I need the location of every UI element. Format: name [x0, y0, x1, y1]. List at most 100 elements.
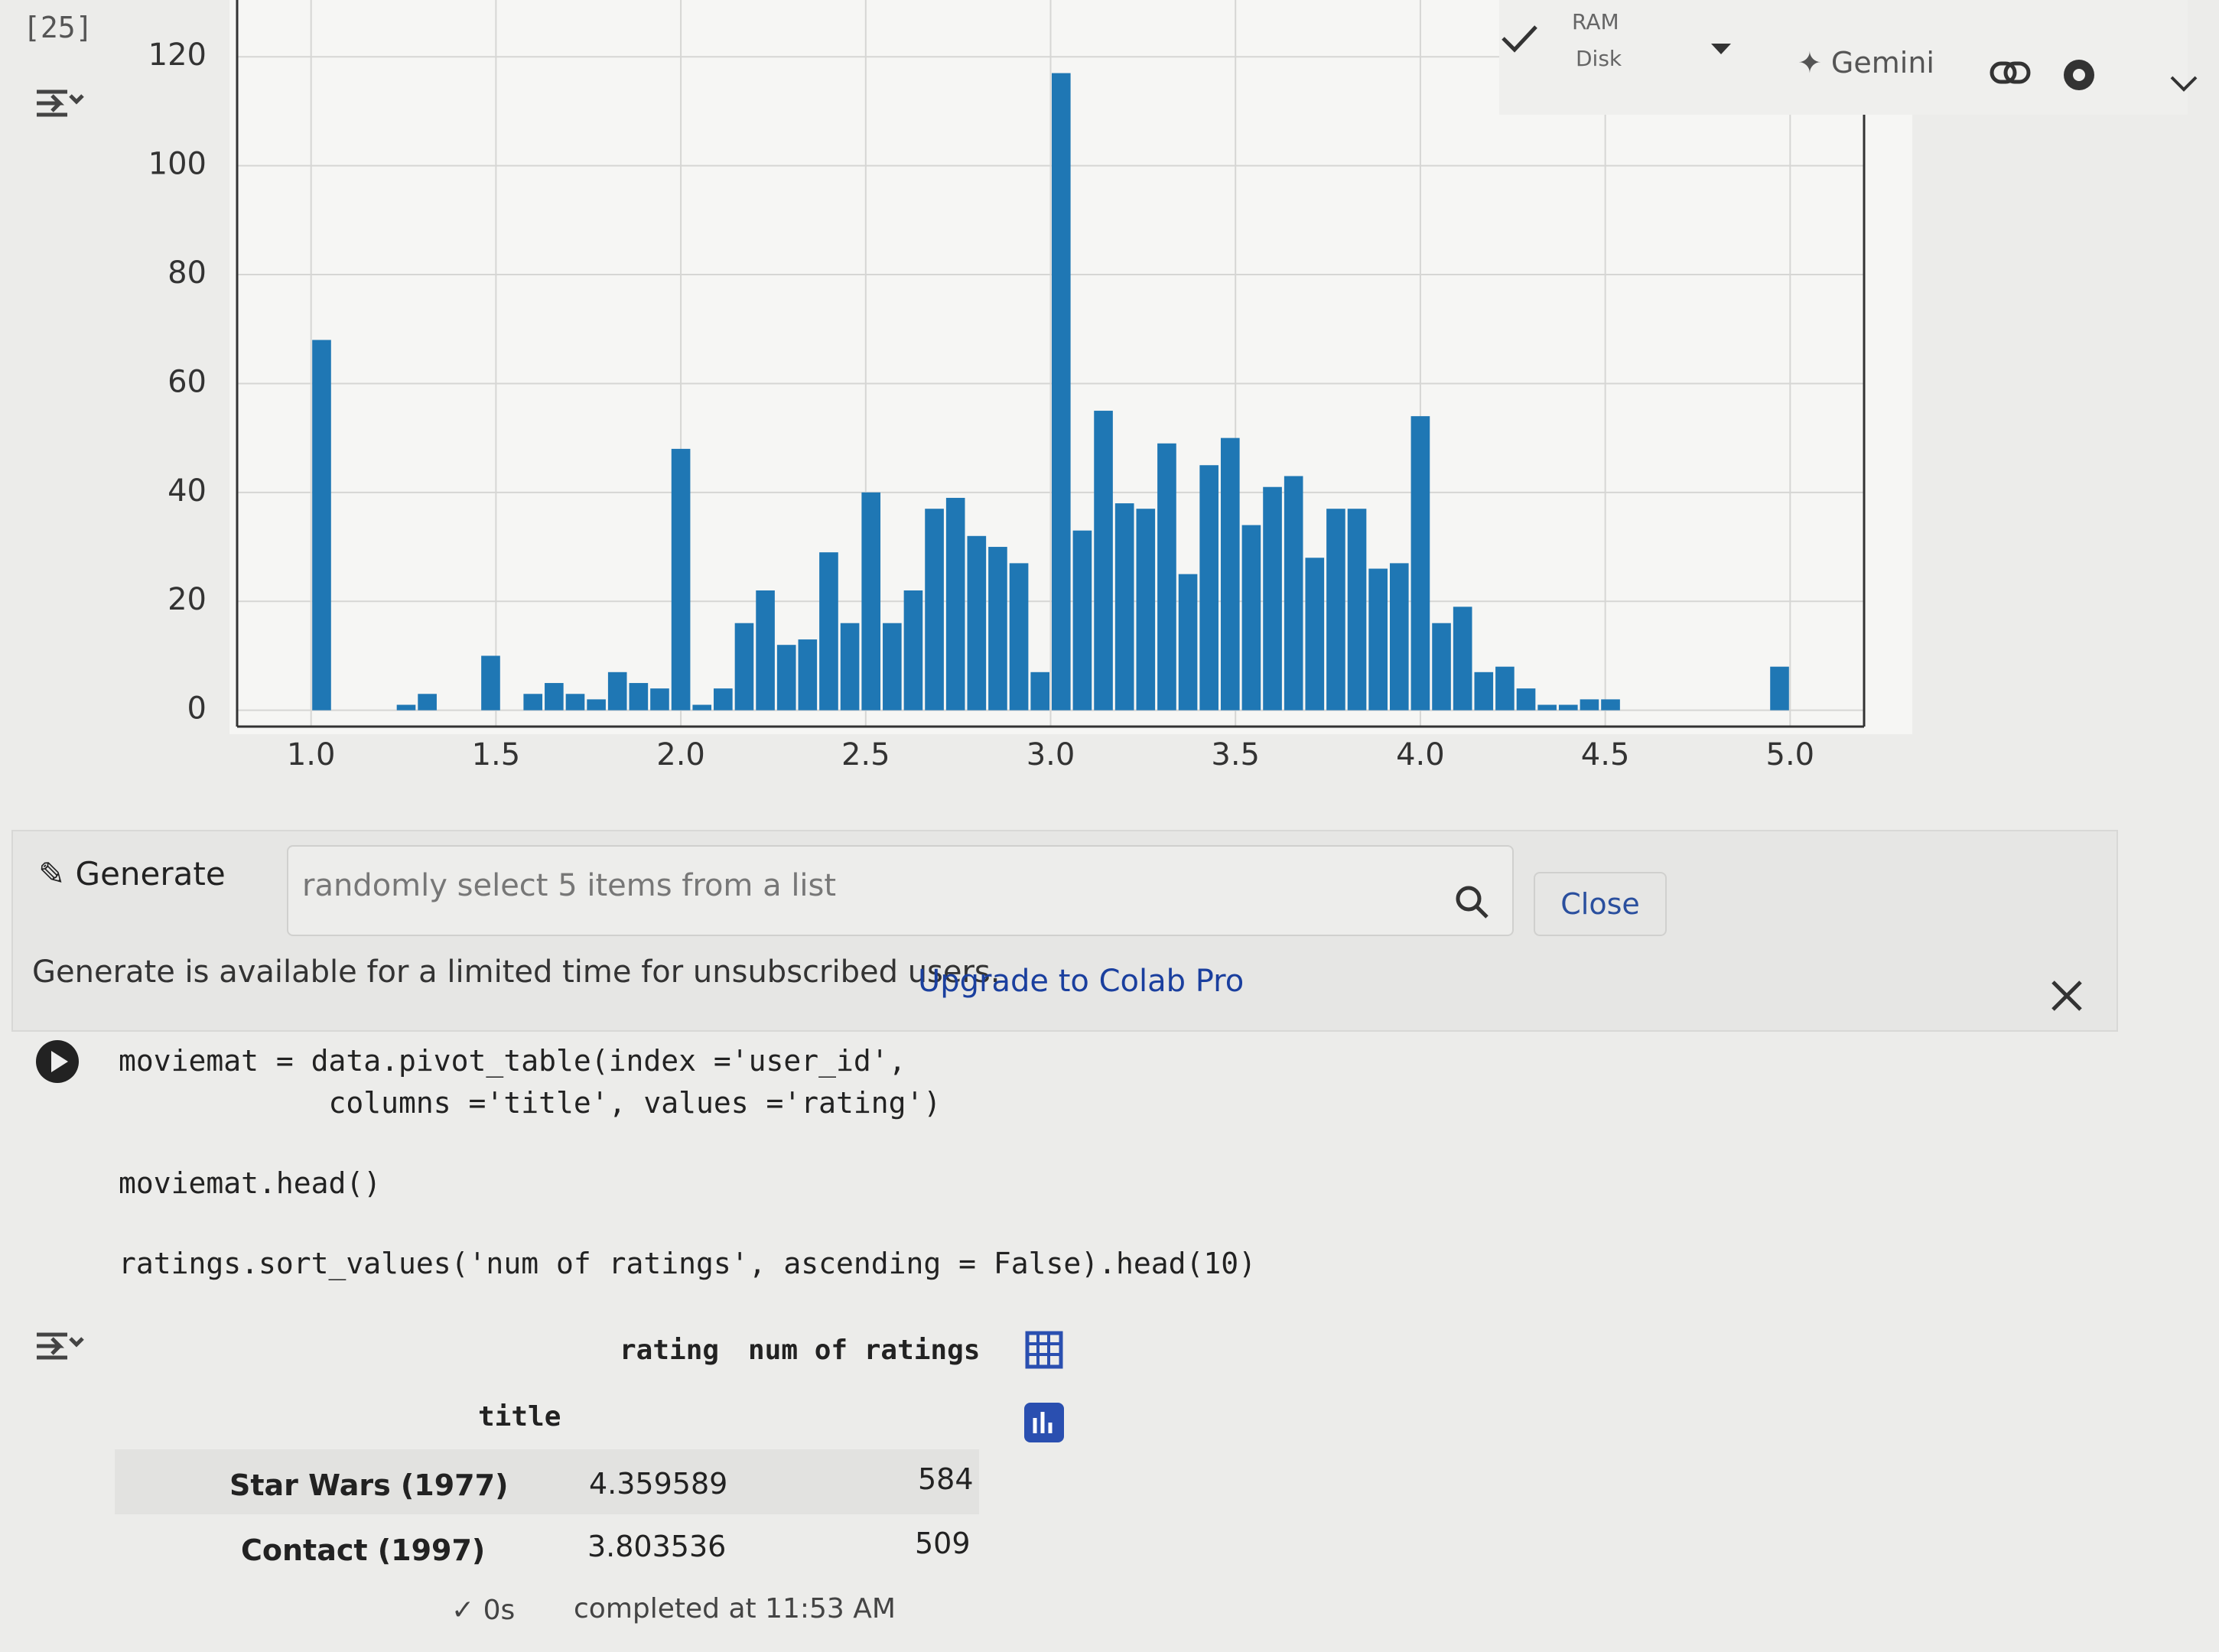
bar	[840, 623, 860, 711]
x-tick-label: 3.0	[1027, 737, 1075, 772]
notice-text: Generate is available for a limited time…	[32, 954, 1001, 990]
bar	[1347, 509, 1367, 711]
bar	[1157, 443, 1176, 711]
bar	[734, 623, 754, 711]
bar	[1263, 486, 1282, 711]
bar	[650, 688, 669, 711]
bar	[1009, 563, 1029, 711]
bar	[883, 623, 902, 711]
y-tick-label: 40	[168, 473, 207, 509]
row-title: Contact (1997)	[241, 1533, 486, 1567]
plot-background	[229, 0, 1912, 734]
bar	[396, 704, 416, 711]
bar	[776, 645, 796, 711]
dismiss-icon[interactable]	[2050, 979, 2084, 1013]
bar	[756, 590, 775, 711]
prompt-placeholder: randomly select 5 items from a list	[302, 868, 837, 903]
bar	[1220, 437, 1240, 711]
code-line: ratings.sort_values('num of ratings', as…	[119, 1247, 1257, 1280]
bar	[1199, 465, 1218, 711]
bar	[988, 547, 1007, 711]
y-tick-label: 120	[148, 37, 207, 73]
code-line: moviemat = data.pivot_table(index ='user…	[119, 1044, 906, 1078]
x-tick-label: 5.0	[1766, 737, 1815, 772]
rating-cell: 3.803536	[587, 1530, 727, 1563]
output-toggle-icon[interactable]	[31, 1323, 84, 1369]
link-icon[interactable]	[1989, 57, 2032, 88]
bar	[1136, 509, 1156, 711]
chart-suggest-icon[interactable]	[1021, 1400, 1067, 1446]
resource-dropdown[interactable]	[1710, 42, 1733, 57]
x-tick-label: 4.5	[1581, 737, 1630, 772]
bar	[1770, 666, 1789, 711]
bar	[1052, 73, 1071, 711]
bar	[545, 683, 564, 711]
gemini-button[interactable]: ✦ Gemini	[1798, 46, 1934, 80]
status-duration: ✓ 0s	[451, 1595, 516, 1626]
close-button[interactable]: Close	[1534, 872, 1667, 936]
index-header: title	[478, 1401, 561, 1432]
bar	[1241, 525, 1261, 711]
bar	[1030, 672, 1049, 711]
upgrade-link[interactable]: Upgrade to Colab Pro	[918, 964, 1245, 999]
column-header: num of ratings	[748, 1335, 981, 1366]
chart: 0 20 40 60 80 100 120 1.0 1.5 2.0 2.5 3.0 3.5 4.0 4.5 5…	[148, 0, 1912, 772]
y-tick-label: 20	[168, 582, 207, 617]
bar	[629, 683, 649, 711]
output-toggle-icon[interactable]	[31, 76, 84, 130]
x-tick-label: 4.0	[1396, 737, 1445, 772]
search-icon[interactable]	[1453, 883, 1492, 922]
bar	[945, 497, 965, 711]
x-tick-label: 2.5	[841, 737, 890, 772]
bar	[798, 639, 818, 711]
bar	[1114, 503, 1134, 711]
bar	[481, 655, 500, 711]
generate-label: Generate	[75, 855, 226, 893]
table-view-icon[interactable]	[1021, 1327, 1067, 1373]
bar	[1432, 623, 1451, 711]
bar	[607, 672, 627, 711]
bar	[903, 590, 923, 711]
bar	[523, 694, 543, 711]
x-tick-label: 1.0	[287, 737, 336, 772]
bar	[1495, 666, 1515, 711]
y-tick-label: 0	[187, 691, 207, 727]
y-tick-label: 60	[168, 364, 207, 399]
bar	[1178, 574, 1198, 711]
column-header: rating	[620, 1335, 720, 1366]
bar	[312, 340, 331, 711]
x-tick-label: 2.0	[656, 737, 705, 772]
gemini-label: Gemini	[1830, 46, 1934, 80]
bar	[692, 704, 712, 711]
bar	[1072, 530, 1092, 711]
bar	[587, 699, 606, 711]
x-tick-label: 1.5	[472, 737, 521, 772]
bar	[1558, 704, 1578, 711]
run-button[interactable]	[34, 1039, 80, 1085]
connected-check	[1502, 25, 1537, 53]
rating-cell: 4.359589	[589, 1467, 728, 1501]
bar	[714, 688, 733, 711]
prompt-input[interactable]	[287, 845, 1514, 936]
bar	[418, 694, 437, 711]
y-tick-label: 80	[168, 255, 207, 291]
bar	[1326, 509, 1345, 711]
collapse-icon[interactable]	[2169, 73, 2199, 96]
bar	[925, 509, 944, 711]
status-completed: completed at 11:53 AM	[574, 1593, 896, 1624]
bar	[819, 552, 838, 711]
bar	[565, 694, 585, 711]
bar	[1410, 416, 1430, 711]
generate-button[interactable]: ✎ Generate	[38, 855, 226, 893]
bar	[671, 448, 691, 711]
duration-text: 0s	[483, 1595, 516, 1626]
settings-icon[interactable]	[2058, 54, 2100, 96]
bar	[1284, 476, 1303, 711]
x-tick-label: 3.5	[1211, 737, 1260, 772]
bar	[1305, 558, 1325, 711]
bar	[1368, 568, 1388, 711]
ram-label: RAM	[1572, 9, 1619, 34]
row-title: Star Wars (1977)	[229, 1468, 509, 1502]
disk-label: Disk	[1576, 46, 1622, 71]
